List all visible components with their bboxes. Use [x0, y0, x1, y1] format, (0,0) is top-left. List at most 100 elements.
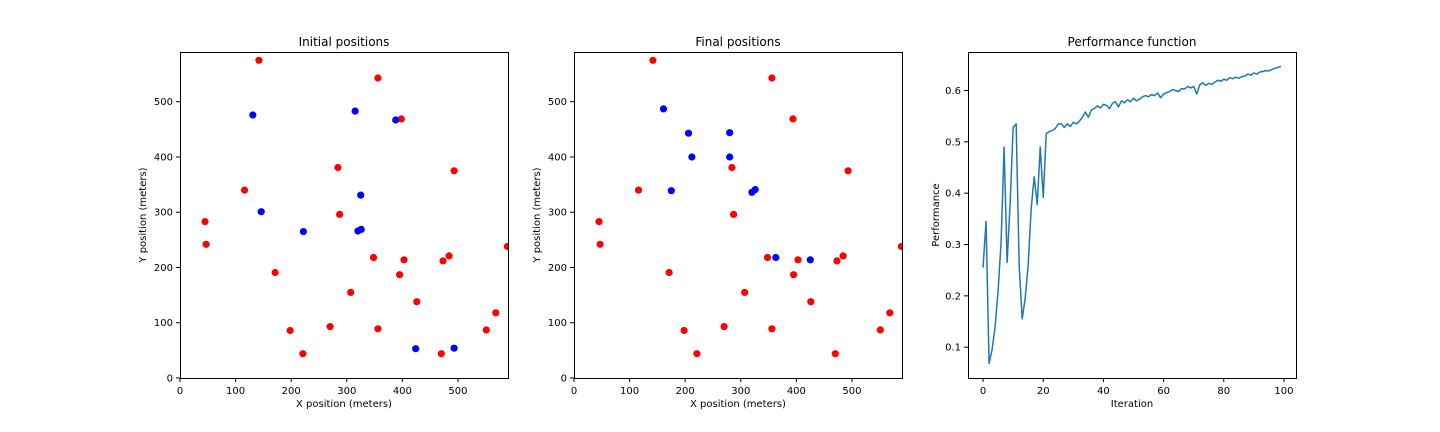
data-point	[789, 115, 797, 123]
data-point	[450, 344, 458, 352]
chart-title: Final positions	[695, 35, 780, 49]
y-tick-label: 100	[154, 318, 173, 329]
data-point	[351, 107, 359, 115]
x-tick-label: 500	[842, 386, 861, 397]
x-tick-label: 60	[1157, 386, 1170, 397]
data-point	[374, 325, 382, 333]
x-tick-label: 500	[448, 386, 467, 397]
data-point	[726, 153, 734, 161]
chart-title: Initial positions	[299, 35, 390, 49]
data-point	[768, 325, 776, 333]
data-point	[667, 187, 675, 195]
data-point	[806, 256, 814, 264]
data-point	[286, 326, 294, 335]
data-point	[271, 268, 279, 277]
data-point	[728, 163, 736, 172]
data-point	[397, 115, 405, 123]
y-tick-label: 0.5	[945, 137, 961, 148]
y-tick-label: 400	[548, 152, 567, 163]
data-point	[482, 326, 490, 334]
data-point	[249, 111, 257, 119]
x-tick-label: 100	[226, 386, 245, 397]
chart-panel-3: 0 20 40 60 80 100 0.1 0.2 0.3 0.4 0.5 0.6 Performanc…	[931, 35, 1297, 410]
data-point	[413, 298, 421, 306]
y-tick-label: 500	[548, 97, 567, 108]
data-point	[680, 326, 688, 335]
chart-panel-1: 0 100 200 300 400 500 0 100 200 300 400 500 Initial …	[138, 35, 509, 410]
x-tick-label: 200	[676, 386, 695, 397]
x-tick-label: 200	[282, 386, 301, 397]
x-tick-label: 20	[1037, 386, 1050, 397]
y-tick-label: 0.3	[945, 240, 961, 251]
data-point	[844, 167, 852, 175]
data-point	[688, 153, 696, 161]
x-axis-label: X position (meters)	[690, 399, 786, 410]
data-point	[202, 240, 210, 248]
data-point	[665, 268, 673, 277]
data-point	[334, 163, 342, 172]
y-tick-label: 0.6	[945, 86, 961, 97]
data-point	[357, 191, 365, 199]
series-line	[982, 65, 1282, 365]
data-point	[876, 326, 884, 334]
data-point	[595, 218, 603, 226]
x-axis-label: X position (meters)	[296, 399, 392, 410]
series-2	[249, 107, 458, 353]
x-tick-label: 40	[1097, 386, 1110, 397]
data-point	[596, 240, 604, 248]
data-point	[794, 256, 802, 264]
series-2	[659, 105, 814, 264]
series-1	[595, 56, 902, 358]
x-axis-label: Iteration	[1111, 399, 1153, 410]
y-tick-label: 0.1	[945, 343, 961, 354]
y-tick-label: 300	[154, 208, 173, 219]
data-point	[720, 323, 728, 331]
data-point	[439, 257, 447, 265]
data-point	[336, 210, 344, 218]
y-tick-label: 100	[548, 318, 567, 329]
data-point	[634, 186, 643, 194]
x-tick-label: 300	[337, 386, 356, 397]
plot-area	[595, 56, 902, 358]
chart-title: Performance function	[1068, 35, 1197, 49]
data-point	[503, 242, 508, 251]
data-point	[392, 116, 400, 124]
y-tick-label: 300	[548, 208, 567, 219]
data-point	[240, 186, 249, 194]
data-point	[396, 271, 404, 279]
data-point	[741, 288, 749, 296]
y-tick-label: 0	[561, 374, 567, 385]
data-point	[255, 56, 263, 64]
y-axis-label: Y position (meters)	[138, 167, 149, 263]
x-tick-label: 400	[393, 386, 412, 397]
series-1	[201, 56, 508, 358]
y-tick-label: 500	[154, 97, 173, 108]
data-point	[437, 350, 445, 358]
y-tick-label: 400	[154, 152, 173, 163]
y-tick-label: 0.4	[945, 189, 961, 200]
data-point	[726, 129, 734, 137]
data-point	[772, 253, 780, 262]
data-point	[299, 350, 307, 358]
axes-frame	[968, 52, 1297, 379]
data-point	[412, 345, 420, 353]
x-tick-label: 100	[1274, 386, 1293, 397]
x-tick-label: 0	[177, 386, 183, 397]
x-tick-label: 100	[620, 386, 639, 397]
data-point	[768, 74, 776, 82]
data-point	[659, 105, 668, 113]
chart-panel-2: 0 100 200 300 400 500 0 100 200 300 400 500 Final po…	[532, 35, 903, 410]
data-point	[450, 167, 458, 175]
x-tick-label: 0	[980, 386, 986, 397]
data-point	[886, 309, 894, 317]
data-point	[201, 218, 209, 226]
data-point	[730, 210, 738, 218]
y-tick-label: 0.2	[945, 291, 961, 302]
x-tick-label: 400	[787, 386, 806, 397]
data-point	[807, 298, 815, 306]
y-axis-label: Y position (meters)	[532, 167, 543, 263]
data-point	[763, 253, 772, 262]
axes-frame	[180, 52, 509, 379]
data-point	[374, 74, 382, 82]
